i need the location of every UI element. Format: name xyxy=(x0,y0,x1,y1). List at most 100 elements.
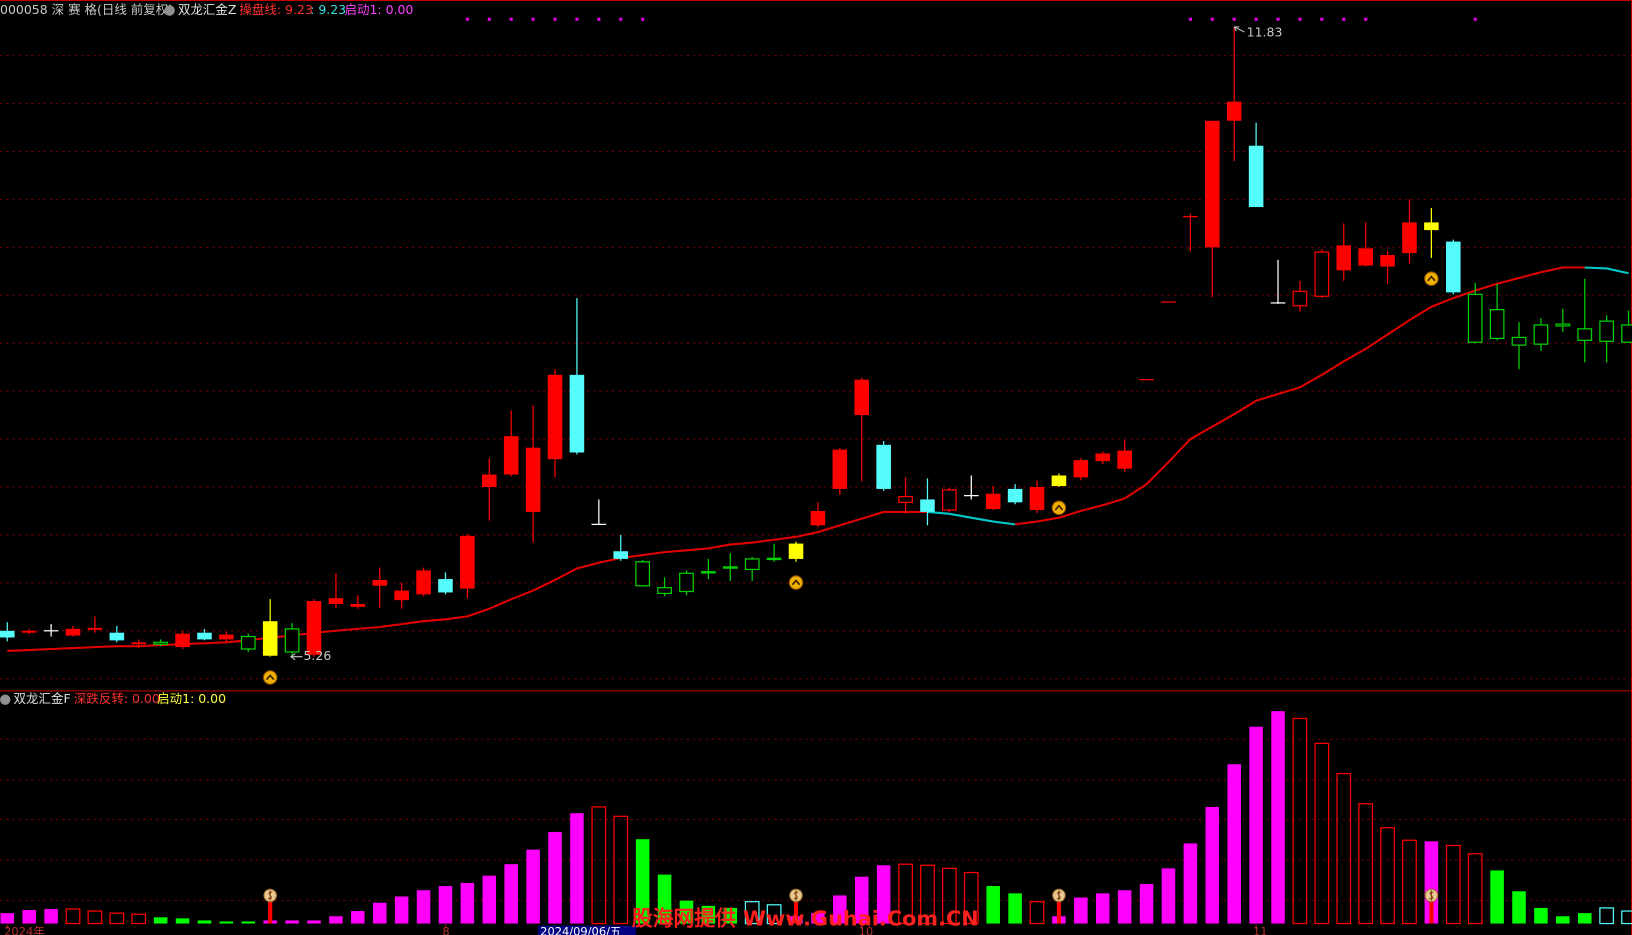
candle-body xyxy=(219,634,234,640)
candle-body xyxy=(525,447,541,512)
watermark: 股海网提供 Www.Guhai.Com.CN xyxy=(632,906,979,930)
signal-bag-mark xyxy=(1429,890,1434,901)
bar xyxy=(0,913,15,924)
top-signal xyxy=(1342,17,1346,21)
candle-body xyxy=(1007,488,1023,503)
bar xyxy=(941,867,957,925)
bar xyxy=(1183,843,1198,924)
candle-body xyxy=(920,499,935,512)
candle-body xyxy=(262,621,278,656)
bar xyxy=(65,908,81,925)
indicator-icon[interactable] xyxy=(0,694,11,705)
candle-body xyxy=(1270,302,1286,304)
bar xyxy=(44,908,58,924)
top-signal xyxy=(1298,17,1302,21)
candle-body xyxy=(1248,145,1264,208)
candle-body xyxy=(1380,255,1395,267)
signal-bag-mark xyxy=(268,890,273,901)
bar xyxy=(591,806,607,925)
bar xyxy=(372,902,387,924)
candle-body xyxy=(1095,453,1111,462)
signal-bag-mark xyxy=(793,890,799,901)
bar xyxy=(438,886,453,924)
plot-area: 2024年 8 10 11 11.83 5.26 xyxy=(0,17,1632,935)
top-signal xyxy=(597,17,601,21)
legend-entry: : 9.23 xyxy=(310,2,346,17)
candle-body xyxy=(43,630,59,632)
candle-body xyxy=(197,632,212,640)
indicator-icon[interactable] xyxy=(164,5,175,16)
top-signal xyxy=(553,17,557,21)
candle-body xyxy=(1599,320,1615,342)
up-signal xyxy=(1424,271,1439,286)
bar xyxy=(109,912,125,925)
candle-body xyxy=(1029,486,1045,511)
bar xyxy=(1445,844,1461,925)
bar xyxy=(1556,916,1570,924)
candle-body xyxy=(1424,222,1439,231)
candle-body xyxy=(744,558,760,571)
up-signal-arrow xyxy=(265,674,275,681)
bar xyxy=(986,886,1000,924)
candle-body xyxy=(613,551,629,559)
bar xyxy=(1358,803,1374,925)
bar xyxy=(1490,870,1504,924)
bar xyxy=(1314,742,1330,925)
signal-bar xyxy=(268,901,273,924)
candle-body xyxy=(460,535,475,589)
bar xyxy=(175,918,190,924)
candle-body xyxy=(1467,293,1483,343)
candle-body xyxy=(1489,309,1505,340)
bar xyxy=(570,813,584,924)
candle-body xyxy=(985,493,1001,510)
candle-body xyxy=(65,628,81,636)
top-signal xyxy=(1210,17,1214,21)
candle-body xyxy=(482,474,497,487)
bar xyxy=(1271,711,1285,924)
candle-body xyxy=(1183,216,1198,218)
top-signal xyxy=(619,17,623,21)
candle-body xyxy=(328,598,344,604)
bar xyxy=(22,910,36,924)
legend-entry: 操盘线: 9.23 xyxy=(239,2,312,17)
candle-body xyxy=(306,601,322,655)
bar xyxy=(1117,890,1132,924)
bar xyxy=(723,907,738,924)
bar xyxy=(1227,764,1241,924)
bar xyxy=(87,910,103,925)
candle-body xyxy=(635,561,651,587)
up-signal xyxy=(788,575,804,590)
legend-entry: 深跌反转: 0.00 xyxy=(74,691,160,706)
candle-body xyxy=(1051,475,1067,487)
top-signal xyxy=(531,17,535,21)
bar xyxy=(1249,726,1263,924)
bar xyxy=(285,920,299,924)
top-signal xyxy=(641,17,645,21)
candle-body xyxy=(854,379,870,416)
bar xyxy=(1292,717,1308,925)
x-tick-label: 11 xyxy=(1253,924,1268,935)
bar xyxy=(131,913,147,925)
bar xyxy=(701,905,716,924)
bar xyxy=(854,876,869,924)
candle-body xyxy=(1555,323,1571,327)
bar xyxy=(1336,772,1352,925)
bar xyxy=(1161,868,1176,924)
top-signal xyxy=(487,17,491,21)
bar xyxy=(307,920,321,924)
min-arrow xyxy=(289,653,303,661)
candle-body xyxy=(1621,324,1632,343)
candle-body xyxy=(372,579,388,586)
candle-body xyxy=(350,603,366,607)
candle-body xyxy=(1358,248,1373,266)
candle-body xyxy=(941,489,957,511)
indicator-name: 双龙汇金F xyxy=(14,691,71,706)
candle-body xyxy=(87,627,103,630)
bar xyxy=(219,921,234,924)
candle-body xyxy=(1073,460,1089,478)
candle-body xyxy=(876,444,891,489)
bar xyxy=(1139,883,1154,924)
chart-title: 000058 深 赛 格(日线 前复权) xyxy=(0,2,173,17)
